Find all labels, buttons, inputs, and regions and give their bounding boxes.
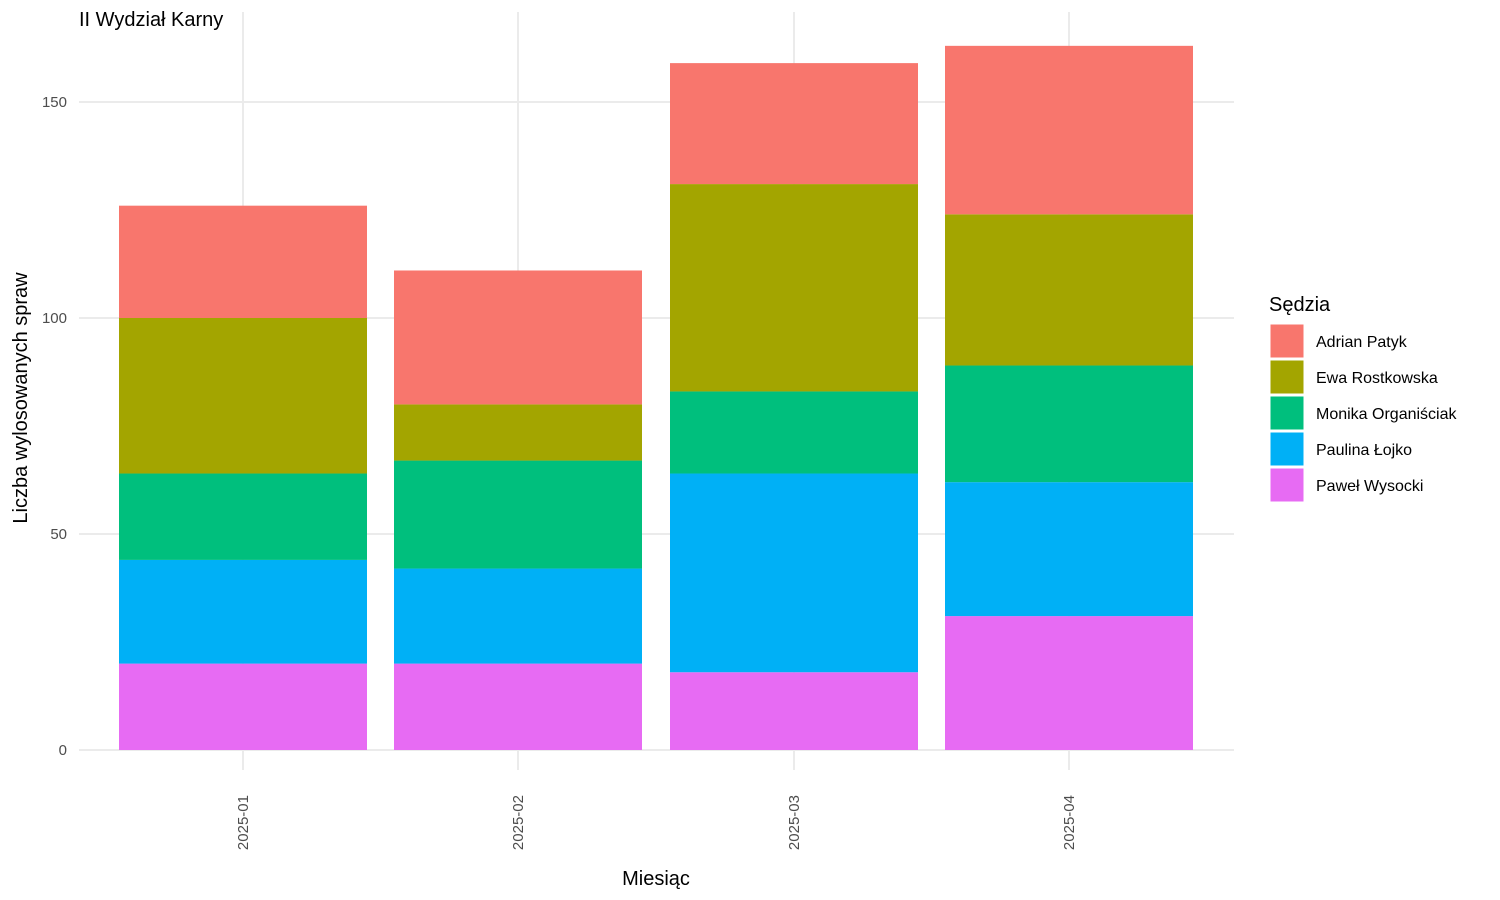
bar-segment	[670, 672, 918, 750]
bar-segment	[394, 404, 642, 461]
legend-swatch	[1269, 359, 1305, 395]
x-tick-label: 2025-02	[510, 795, 527, 850]
bar-segment	[119, 559, 367, 664]
legend-swatch	[1269, 395, 1305, 431]
bar-segment	[119, 318, 367, 474]
x-tick-label: 2025-04	[1061, 795, 1078, 850]
legend-label: Paweł Wysocki	[1316, 478, 1423, 495]
y-axis-title: Liczba wylosowanych spraw	[10, 272, 32, 524]
legend-label: Adrian Patyk	[1316, 334, 1408, 351]
chart-title: II Wydział Karny	[79, 9, 223, 31]
legend-swatch	[1269, 431, 1305, 467]
bar-segment	[670, 63, 918, 185]
bar-segment	[945, 616, 1193, 750]
bar-segment	[394, 663, 642, 750]
y-tick-label: 150	[42, 94, 67, 111]
bar-segment	[119, 205, 367, 318]
legend-label: Paulina Łojko	[1316, 442, 1412, 459]
y-tick-label: 100	[42, 310, 67, 327]
axes: 0 50 100 150 2025-01 2025-02 2025-03 2025-04	[42, 94, 1078, 850]
legend-swatch	[1269, 467, 1305, 503]
bar-segment	[119, 473, 367, 560]
bar-segment	[945, 365, 1193, 483]
legend-label: Monika Organiściak	[1316, 406, 1458, 423]
legend-title: Sędzia	[1269, 294, 1331, 316]
bar-segment	[670, 184, 918, 392]
bar-segment	[945, 214, 1193, 366]
x-tick-label: 2025-01	[235, 795, 252, 850]
legend-swatch	[1269, 323, 1305, 359]
bar-segment	[945, 482, 1193, 617]
y-tick-label: 0	[59, 742, 67, 759]
x-axis-title: Miesiąc	[622, 868, 690, 890]
bar-segment	[119, 663, 367, 750]
legend-label: Ewa Rostkowska	[1316, 370, 1438, 387]
bar-segment	[945, 45, 1193, 215]
y-tick-label: 50	[50, 526, 67, 543]
bar-segment	[670, 473, 918, 673]
bar-segment	[394, 270, 642, 405]
bar-segment	[670, 391, 918, 474]
bar-segment	[394, 568, 642, 664]
bar-segment	[394, 460, 642, 569]
x-tick-label: 2025-03	[786, 795, 803, 850]
legend: Sędzia Adrian Patyk Ewa Rostkowska Monika …	[1269, 294, 1458, 503]
bars	[119, 45, 1193, 750]
